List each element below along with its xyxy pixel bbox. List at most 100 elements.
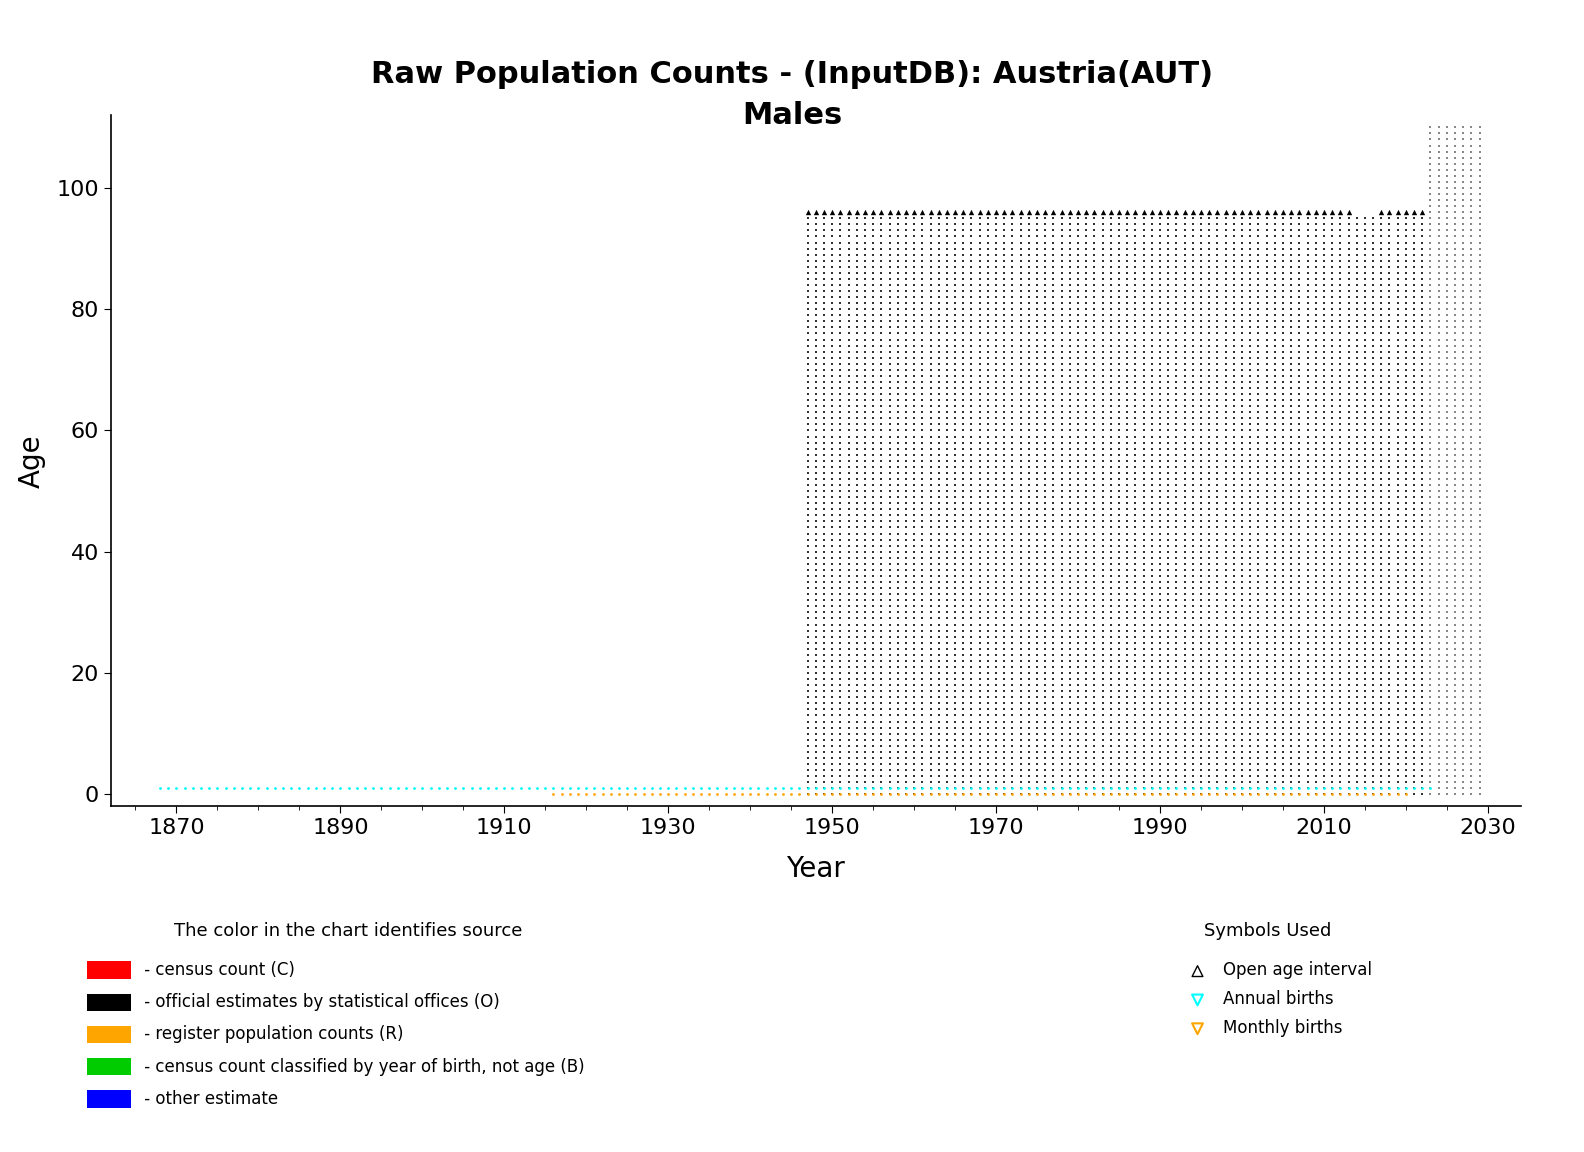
- Point: [1172, 397, 1198, 416]
- Point: [1155, 433, 1180, 452]
- Point: [1459, 585, 1484, 604]
- Point: [1164, 785, 1190, 803]
- Point: [909, 773, 935, 791]
- Point: [361, 779, 386, 797]
- Point: [1139, 409, 1164, 427]
- Point: [1007, 779, 1033, 797]
- Point: [1443, 331, 1468, 349]
- Point: [1245, 294, 1270, 312]
- Point: [1376, 736, 1402, 755]
- Point: [935, 476, 960, 494]
- Point: [885, 779, 911, 797]
- Point: [1221, 366, 1247, 385]
- Point: [966, 355, 992, 373]
- Point: [1017, 240, 1042, 258]
- Point: [901, 397, 927, 416]
- Point: [1033, 275, 1058, 294]
- Point: [1017, 355, 1042, 373]
- Point: [893, 306, 919, 325]
- Text: - official estimates by statistical offices (O): - official estimates by statistical offi…: [139, 993, 501, 1011]
- Point: [976, 331, 1001, 349]
- Point: [1221, 397, 1247, 416]
- Point: [1327, 524, 1353, 543]
- Point: [1213, 773, 1239, 791]
- Point: [1459, 548, 1484, 567]
- Point: [1376, 258, 1402, 276]
- Point: [1376, 573, 1402, 591]
- Point: [1188, 391, 1213, 409]
- Point: [1361, 755, 1386, 773]
- Point: [1074, 736, 1099, 755]
- Point: [976, 385, 1001, 403]
- Point: [1147, 537, 1172, 555]
- Point: [950, 676, 976, 695]
- Point: [1384, 494, 1410, 513]
- Point: [852, 682, 878, 700]
- Point: [992, 264, 1017, 282]
- Point: [1353, 494, 1378, 513]
- Point: [1286, 730, 1312, 749]
- Point: [1066, 464, 1091, 483]
- Point: [1221, 669, 1247, 688]
- Point: [565, 785, 591, 803]
- Point: [860, 597, 885, 615]
- Point: [1237, 609, 1262, 628]
- Point: [1278, 567, 1304, 585]
- Point: [828, 439, 854, 457]
- Point: [860, 409, 885, 427]
- Point: [1131, 215, 1156, 234]
- Point: [868, 513, 893, 531]
- Point: [984, 482, 1009, 500]
- Point: [1098, 366, 1123, 385]
- Point: [1335, 779, 1361, 797]
- Point: [976, 755, 1001, 773]
- Point: [1172, 749, 1198, 767]
- X-axis label: Year: Year: [786, 855, 846, 882]
- Point: [1335, 203, 1361, 221]
- Point: [901, 366, 927, 385]
- Point: [795, 506, 821, 524]
- Point: [1180, 639, 1205, 658]
- Point: [852, 634, 878, 652]
- Point: [1270, 712, 1296, 730]
- Point: [1213, 331, 1239, 349]
- Point: [1000, 719, 1025, 737]
- Point: [1049, 639, 1074, 658]
- Point: [1007, 585, 1033, 604]
- Point: [1164, 433, 1190, 452]
- Point: [1459, 119, 1484, 137]
- Point: [927, 719, 952, 737]
- Point: [935, 331, 960, 349]
- Point: [1245, 427, 1270, 446]
- Point: [795, 240, 821, 258]
- Point: [868, 312, 893, 331]
- Point: [1319, 736, 1345, 755]
- Point: [1221, 712, 1247, 730]
- Point: [1327, 470, 1353, 488]
- Point: [984, 634, 1009, 652]
- Point: [1000, 245, 1025, 264]
- Point: [1418, 537, 1443, 555]
- Point: [1327, 506, 1353, 524]
- Point: [1245, 240, 1270, 258]
- Point: [1164, 615, 1190, 634]
- Point: [1172, 391, 1198, 409]
- Point: [1090, 245, 1115, 264]
- Point: [1213, 736, 1239, 755]
- Point: [1459, 240, 1484, 258]
- Point: [1213, 706, 1239, 725]
- Point: [1188, 779, 1213, 797]
- Point: [1066, 391, 1091, 409]
- Point: [1196, 275, 1221, 294]
- Point: [1402, 767, 1427, 786]
- Point: [1074, 688, 1099, 706]
- Point: [1180, 385, 1205, 403]
- Point: [901, 270, 927, 288]
- Point: [984, 639, 1009, 658]
- Point: [1074, 403, 1099, 422]
- Point: [1082, 688, 1107, 706]
- Point: [1410, 785, 1435, 803]
- Point: [1000, 355, 1025, 373]
- Point: [1327, 669, 1353, 688]
- Point: [966, 427, 992, 446]
